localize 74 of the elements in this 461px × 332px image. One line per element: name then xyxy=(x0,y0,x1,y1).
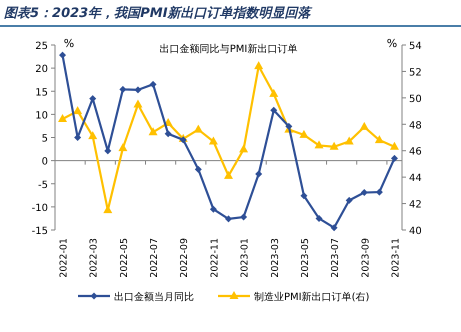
x-tick-label: 2022-07 xyxy=(149,238,160,278)
point xyxy=(59,52,66,59)
y2-tick-label: 50 xyxy=(409,94,422,105)
point xyxy=(285,122,292,130)
point xyxy=(330,142,339,150)
x-tick-label: 2023-11 xyxy=(390,238,402,278)
point xyxy=(344,136,354,144)
y-axis-title: % xyxy=(64,37,74,50)
point xyxy=(269,88,278,97)
x-tick-label: 2022-09 xyxy=(179,238,190,278)
point xyxy=(316,214,323,222)
x-tick-label: 2022-11 xyxy=(209,238,220,278)
y-tick-label: -15 xyxy=(32,226,48,237)
y-tick-label: 15 xyxy=(35,87,48,98)
y2-axis-title: % xyxy=(386,37,398,50)
point xyxy=(390,154,398,162)
point xyxy=(73,106,82,114)
point xyxy=(164,130,172,138)
y2-tick-label: 40 xyxy=(409,226,422,237)
point xyxy=(299,130,308,138)
point xyxy=(239,144,248,152)
y2-tick-label: 48 xyxy=(409,120,422,132)
chart-title: 图表5：2023年，我国PMI新出口订单指数明显回落 xyxy=(4,5,313,21)
legend-label: 出口金额当月同比 xyxy=(114,291,194,303)
y-tick-label: 20 xyxy=(35,64,48,76)
point xyxy=(118,143,128,152)
x-tick-label: 2022-03 xyxy=(88,238,100,278)
y2-tick-label: 46 xyxy=(409,146,422,158)
point xyxy=(255,170,262,178)
point xyxy=(194,166,202,173)
point xyxy=(270,106,278,114)
y-tick-label: -5 xyxy=(38,180,48,191)
point xyxy=(210,206,217,213)
point xyxy=(254,61,264,70)
point xyxy=(119,86,126,93)
y2-tick-label: 44 xyxy=(409,173,422,184)
x-tick-label: 2023-09 xyxy=(360,238,372,278)
point xyxy=(74,134,82,141)
x-tick-label: 2023-01 xyxy=(240,238,251,278)
point xyxy=(360,189,368,196)
point xyxy=(360,122,369,130)
point xyxy=(346,196,353,204)
y-tick-label: 25 xyxy=(35,41,48,52)
y-tick-label: 5 xyxy=(42,134,48,144)
point xyxy=(88,131,98,140)
point xyxy=(208,136,218,144)
x-tick-label: 2022-05 xyxy=(118,238,130,278)
point xyxy=(300,192,308,200)
point xyxy=(240,214,248,221)
x-tick-label: 2023-05 xyxy=(300,238,311,278)
legend-label: 制造业PMI新出口订单(右) xyxy=(254,291,370,303)
point xyxy=(374,135,384,144)
x-tick-label: 2022-01 xyxy=(58,238,70,278)
point xyxy=(134,86,142,94)
point xyxy=(330,224,338,232)
point xyxy=(225,215,232,222)
y2-tick-label: 54 xyxy=(409,41,422,52)
chart-subtitle: 出口金额同比与PMI新出口订单 xyxy=(160,43,298,55)
point xyxy=(224,170,233,179)
x-tick-label: 2023-03 xyxy=(270,238,281,278)
point xyxy=(376,188,383,196)
y-tick-label: 10 xyxy=(35,110,48,122)
point xyxy=(150,80,157,88)
y-tick-label: 0 xyxy=(42,156,48,168)
point xyxy=(133,99,142,108)
point xyxy=(58,114,68,122)
point xyxy=(180,136,187,144)
point xyxy=(390,142,399,150)
x-tick-label: 2023-07 xyxy=(330,238,342,278)
y2-tick-label: 52 xyxy=(409,67,422,78)
point xyxy=(314,140,324,148)
point xyxy=(148,127,158,136)
y2-tick-label: 42 xyxy=(409,200,422,211)
y-tick-label: -10 xyxy=(32,202,48,214)
